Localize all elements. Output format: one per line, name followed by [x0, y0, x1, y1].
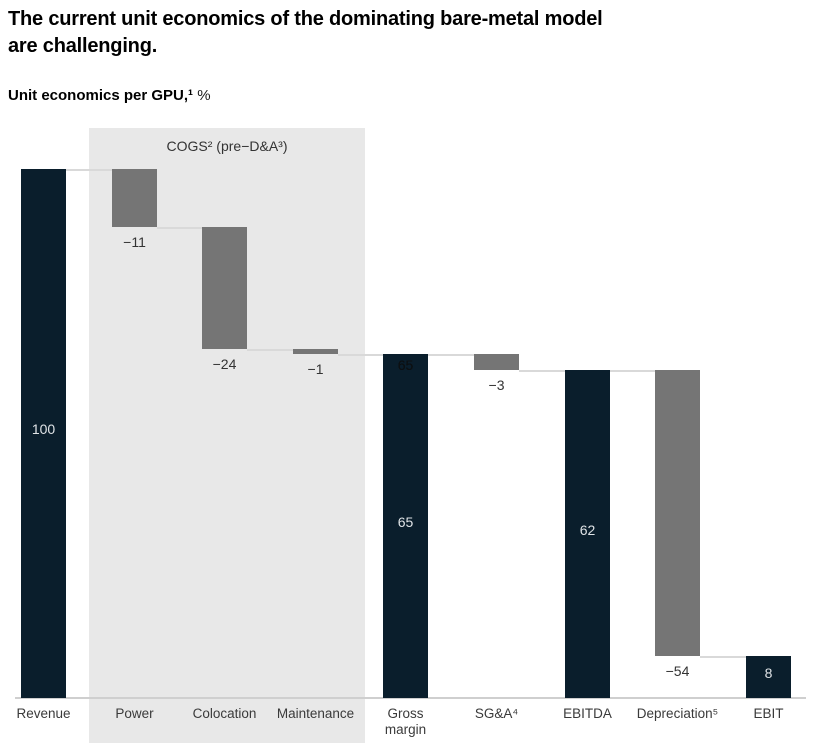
- axis-label-ebitda: EBITDA: [563, 706, 612, 721]
- connector-maintenance: [247, 348, 293, 351]
- cogs-region-label: COGS² (pre−D&A³): [166, 138, 288, 154]
- bar-power: [112, 168, 157, 227]
- connector-ebit: [700, 655, 746, 658]
- bar-ebitda: [565, 369, 610, 698]
- axis-label-ebit: EBIT: [753, 706, 784, 721]
- value-label-power: −11: [123, 234, 146, 250]
- chart-subtitle: Unit economics per GPU,¹ %: [8, 87, 211, 104]
- axis-label-depreciation: Depreciation⁵: [636, 706, 719, 721]
- bar-sg-a: [474, 354, 519, 370]
- axis-label-colocation: Colocation: [192, 706, 257, 721]
- chart-subtitle-unit: %: [193, 87, 211, 104]
- bar-ebit: [746, 655, 791, 698]
- value-label-revenue: 100: [31, 421, 56, 438]
- connector-gross-margin: [338, 354, 383, 357]
- connector-power: [66, 168, 112, 171]
- value-label-ebitda: 62: [579, 521, 596, 538]
- connector-sg-a: [428, 354, 474, 357]
- axis-label-maintenance: Maintenance: [276, 706, 355, 721]
- value-label-sg-a: −3: [488, 376, 505, 393]
- value-label-ebit: 8: [764, 664, 773, 681]
- axis-label-sg-a: SG&A⁴: [474, 706, 519, 721]
- page-title: The current unit economics of the domina…: [8, 8, 603, 57]
- bar-gross-margin: [383, 354, 428, 698]
- value-label-depreciation: −54: [665, 662, 690, 679]
- chart-subtitle-main: Unit economics per GPU,¹: [8, 87, 194, 104]
- connector-colocation: [157, 227, 202, 229]
- axis-label-power: Power: [115, 706, 154, 721]
- top-value-label-gross-margin: 65: [397, 357, 414, 374]
- value-label-maintenance: −1: [307, 361, 324, 378]
- connector-ebitda: [519, 369, 565, 372]
- axis-label-gross-margin: Gross margin: [384, 706, 427, 737]
- axis-label-revenue: Revenue: [16, 706, 71, 721]
- bar-colocation: [202, 227, 247, 349]
- bar-revenue: [21, 168, 66, 698]
- bar-depreciation: [655, 369, 700, 656]
- value-label-colocation: −24: [212, 355, 237, 372]
- connector-depreciation: [610, 369, 655, 372]
- bar-maintenance: [293, 348, 338, 354]
- value-label-gross-margin: 65: [397, 514, 414, 530]
